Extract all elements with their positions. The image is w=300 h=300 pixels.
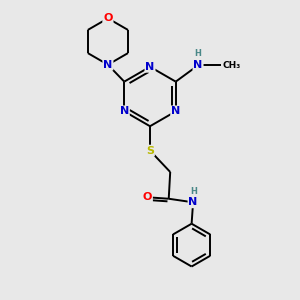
Text: N: N (120, 106, 129, 116)
Text: N: N (103, 60, 112, 70)
Text: N: N (194, 60, 203, 70)
Text: O: O (142, 192, 152, 202)
Text: S: S (146, 146, 154, 156)
Text: N: N (171, 106, 180, 116)
Text: O: O (103, 13, 112, 23)
Text: H: H (190, 188, 197, 196)
Text: N: N (188, 197, 198, 207)
Text: CH₃: CH₃ (223, 61, 241, 70)
Text: H: H (195, 50, 202, 58)
Text: N: N (146, 62, 154, 72)
